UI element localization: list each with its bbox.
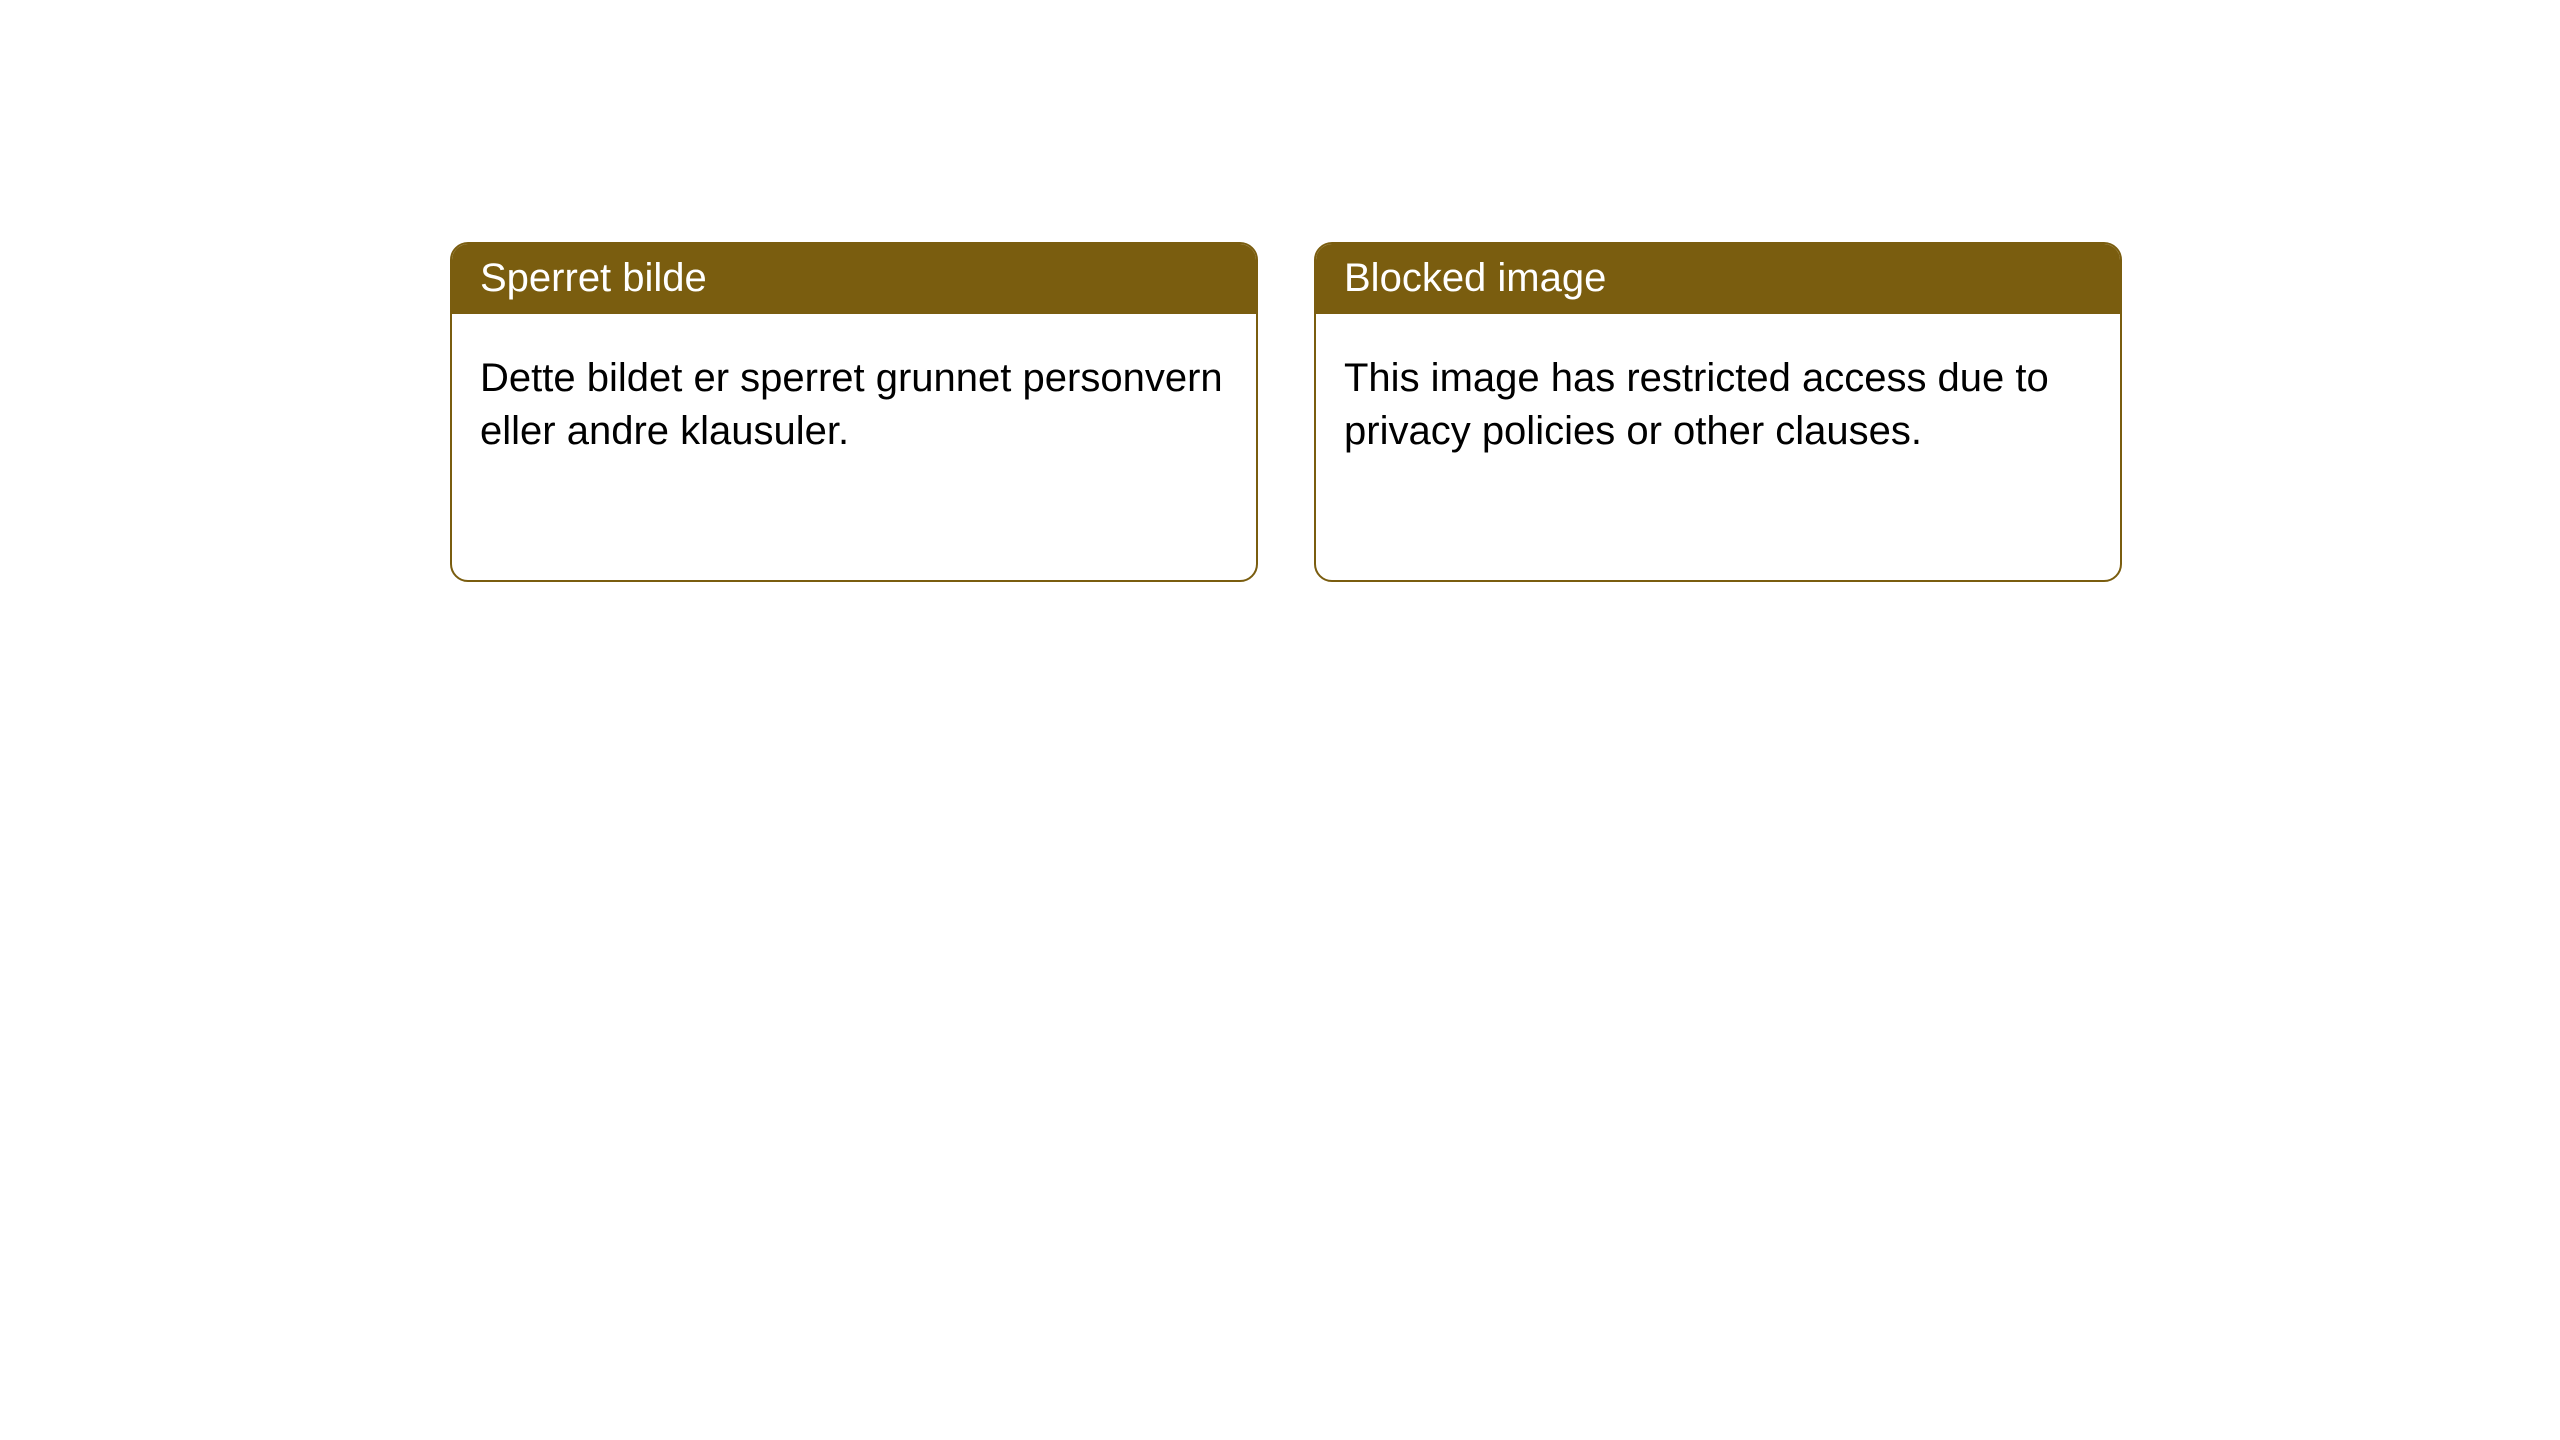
notice-card-norwegian: Sperret bilde Dette bildet er sperret gr… — [450, 242, 1258, 582]
notice-header: Sperret bilde — [452, 244, 1256, 314]
notice-body: Dette bildet er sperret grunnet personve… — [452, 314, 1256, 486]
notice-body: This image has restricted access due to … — [1316, 314, 2120, 486]
notice-header: Blocked image — [1316, 244, 2120, 314]
notice-container: Sperret bilde Dette bildet er sperret gr… — [0, 0, 2560, 582]
notice-card-english: Blocked image This image has restricted … — [1314, 242, 2122, 582]
